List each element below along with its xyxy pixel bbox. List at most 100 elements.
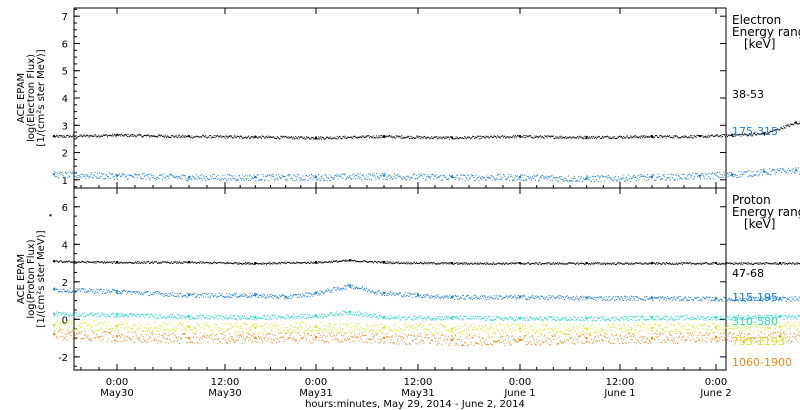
data-point [765,262,767,264]
data-point [242,263,244,265]
data-point [266,263,268,265]
data-point [228,173,230,175]
data-point [297,297,299,299]
data-point [464,262,466,264]
data-point [255,262,257,264]
data-point [314,136,318,139]
data-point [179,261,181,263]
data-point [473,176,475,178]
data-point [635,176,637,178]
data-point [796,123,798,125]
data-point [697,262,699,264]
data-point [434,297,436,299]
data-point [675,174,677,176]
data-point [622,263,624,265]
data-point [293,261,295,263]
data-point [181,135,183,137]
data-point [103,135,105,137]
data-point [218,177,220,179]
data-point [157,178,159,180]
data-point [756,262,758,264]
data-point [367,135,369,137]
data-point [189,293,191,295]
data-point [169,292,171,294]
data-point [273,263,275,265]
data-point [417,135,419,137]
data-point [166,137,168,139]
data-point [635,262,637,264]
data-point [220,262,222,264]
data-point [576,262,578,264]
data-point [58,262,60,264]
data-point [780,263,782,265]
data-point [437,262,439,264]
data-point [609,136,611,138]
data-point [310,138,312,140]
data-point [738,134,740,136]
data-point [177,134,179,136]
data-point [467,174,469,176]
data-point [457,295,459,297]
data-point [661,135,663,137]
data-point [426,137,428,139]
data-point [651,262,653,264]
data-point [572,180,574,182]
data-point [479,138,481,140]
data-point [782,262,784,264]
data-point [412,174,414,176]
data-point [199,262,201,264]
data-point [198,136,200,138]
data-point [565,136,567,138]
data-point [505,262,507,264]
data-point [296,261,298,263]
data-point [735,298,737,300]
data-point [101,135,103,137]
data-point [385,261,387,263]
data-point [573,263,575,265]
data-point [131,135,133,137]
data-point [515,298,517,300]
data-point [697,175,699,177]
data-point [317,138,319,140]
data-point [678,175,680,177]
data-point [189,178,190,180]
data-point [637,262,639,264]
data-point [677,297,679,299]
data-point [680,263,682,265]
data-point [668,176,670,178]
data-point [54,171,55,173]
data-point [209,135,211,137]
data-point [691,263,693,265]
data-point [143,135,145,137]
data-point [498,295,500,297]
data-point [600,181,602,183]
data-point [768,132,770,134]
data-point [176,136,178,138]
data-point [472,135,474,137]
data-point [262,174,264,176]
data-point [195,296,197,298]
data-point [525,136,527,138]
data-point [79,291,81,293]
data-point [263,293,265,295]
data-point [334,260,336,262]
data-point [363,136,365,138]
data-point [246,263,248,265]
data-point [532,137,534,139]
data-point [245,136,247,138]
data-point [483,263,485,265]
data-point [288,137,290,139]
data-point [302,293,304,295]
data-point [340,173,342,175]
data-point [160,293,162,295]
data-point [74,290,76,292]
data-point [397,135,399,137]
data-point [579,297,581,299]
data-point [478,262,480,264]
data-point [559,263,561,265]
data-point [650,298,652,300]
data-point [144,174,146,176]
data-point [784,263,786,265]
data-point [58,290,60,292]
data-point [482,297,484,299]
